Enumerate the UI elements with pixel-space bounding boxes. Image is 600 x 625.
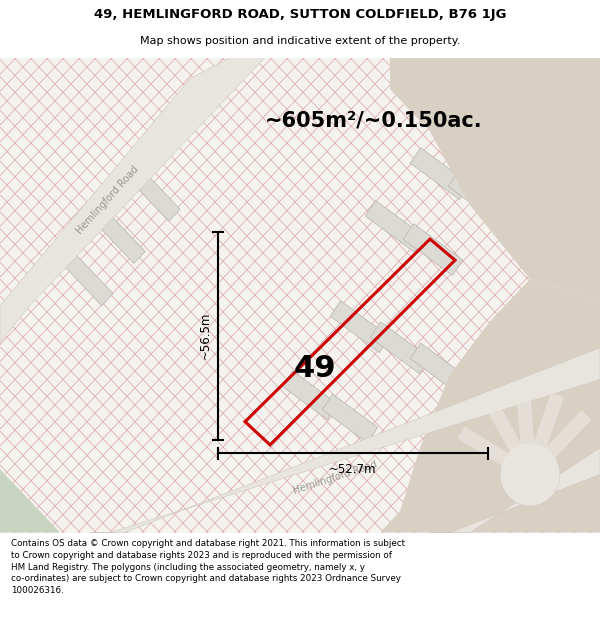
Polygon shape (90, 348, 600, 532)
Text: ~605m²/~0.150ac.: ~605m²/~0.150ac. (265, 111, 482, 131)
Bar (330, 301, 390, 352)
Text: Hemlingford Road: Hemlingford Road (292, 459, 378, 496)
Bar (370, 322, 430, 374)
Bar (322, 394, 377, 443)
Polygon shape (390, 58, 600, 300)
Text: Map shows position and indicative extent of the property.: Map shows position and indicative extent… (140, 36, 460, 46)
Bar (410, 148, 470, 199)
Circle shape (500, 442, 560, 506)
Bar (448, 171, 508, 222)
Text: Hemlingford Road: Hemlingford Road (75, 164, 141, 236)
Text: 49: 49 (293, 354, 337, 383)
Text: 49, HEMLINGFORD ROAD, SUTTON COLDFIELD, B76 1JG: 49, HEMLINGFORD ROAD, SUTTON COLDFIELD, … (94, 8, 506, 21)
Bar (486, 194, 546, 246)
Bar (403, 224, 463, 276)
Bar (410, 343, 470, 395)
Bar (63, 253, 113, 306)
Bar (365, 201, 425, 252)
Polygon shape (430, 448, 600, 532)
Text: Contains OS data © Crown copyright and database right 2021. This information is : Contains OS data © Crown copyright and d… (11, 539, 405, 595)
Text: ~56.5m: ~56.5m (199, 312, 212, 359)
Polygon shape (0, 469, 60, 532)
Bar (283, 371, 338, 420)
Polygon shape (380, 279, 600, 532)
Bar (130, 168, 180, 221)
Text: ~52.7m: ~52.7m (329, 462, 377, 476)
Bar (95, 211, 145, 264)
Polygon shape (0, 58, 265, 343)
